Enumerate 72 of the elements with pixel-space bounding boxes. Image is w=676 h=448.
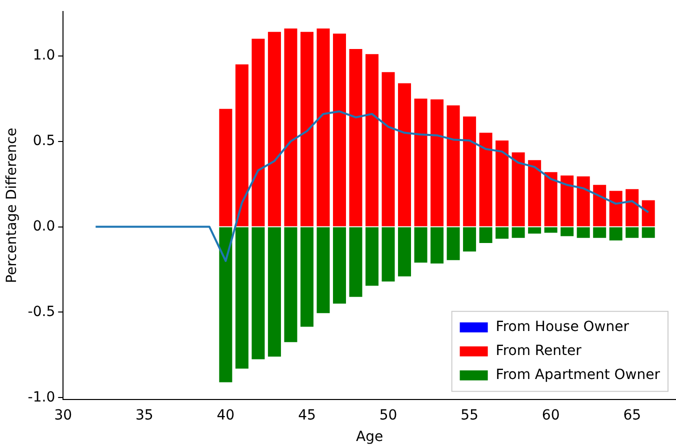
bar <box>609 190 622 226</box>
y-tick-label: 0.5 <box>32 132 56 149</box>
bar <box>300 227 314 327</box>
bar <box>642 227 655 238</box>
bar <box>332 227 346 304</box>
bar <box>300 32 314 226</box>
y-tick-label: -0.5 <box>28 304 56 320</box>
bar <box>576 176 590 226</box>
bar <box>463 116 476 226</box>
bar <box>284 227 298 342</box>
x-tick-label: 60 <box>542 407 560 424</box>
bar <box>365 54 378 226</box>
bar <box>268 227 281 357</box>
bar <box>528 227 542 234</box>
bar <box>576 227 590 238</box>
bar <box>252 227 265 360</box>
bar <box>479 227 492 244</box>
bar <box>626 189 639 226</box>
bar <box>414 98 428 226</box>
x-tick-label: 65 <box>623 407 642 424</box>
bar <box>235 227 248 369</box>
x-tick-label: 35 <box>135 407 154 424</box>
y-tick-label: 1.0 <box>32 47 56 64</box>
y-tick-label: 0.0 <box>32 218 56 234</box>
bar <box>593 227 606 238</box>
x-tick-label: 45 <box>298 407 316 424</box>
x-tick-label: 50 <box>379 407 398 424</box>
bar <box>512 227 525 238</box>
bar <box>609 227 622 240</box>
bar <box>544 227 558 233</box>
bar <box>219 227 232 382</box>
bar <box>284 28 298 226</box>
bar <box>252 38 265 226</box>
legend-label: From Renter <box>496 343 582 360</box>
bar <box>463 227 476 252</box>
bar <box>512 152 525 226</box>
bar <box>382 227 395 282</box>
bar <box>382 72 395 226</box>
x-tick-label: 40 <box>216 407 235 424</box>
bar <box>560 227 574 236</box>
bar <box>496 140 509 226</box>
bar <box>642 200 655 226</box>
bar <box>365 227 378 286</box>
bar <box>528 160 542 226</box>
legend-label: From House Owner <box>496 319 630 336</box>
bar <box>414 227 428 263</box>
bar <box>398 227 412 276</box>
x-axis-title: Age <box>356 429 384 446</box>
bar <box>479 132 492 226</box>
x-tick-label: 30 <box>54 407 72 424</box>
bar <box>626 227 639 238</box>
bar <box>235 64 248 226</box>
x-tick-label: 55 <box>460 407 478 424</box>
bar <box>398 83 412 226</box>
bar <box>446 105 460 226</box>
bar <box>446 227 460 260</box>
bar <box>593 184 606 226</box>
bar <box>332 34 346 226</box>
bar <box>349 227 362 297</box>
bar <box>496 227 509 239</box>
bar <box>349 49 362 226</box>
bar <box>560 175 574 226</box>
y-axis-title: Percentage Difference <box>4 128 20 284</box>
legend-label: From Apartment Owner <box>496 367 660 384</box>
bar <box>430 99 444 226</box>
bar <box>316 227 330 314</box>
y-tick-label: -1.0 <box>28 389 56 406</box>
bar <box>316 28 330 226</box>
bar <box>219 108 232 226</box>
bar <box>544 172 558 226</box>
bar <box>268 32 281 226</box>
bar <box>430 227 444 264</box>
